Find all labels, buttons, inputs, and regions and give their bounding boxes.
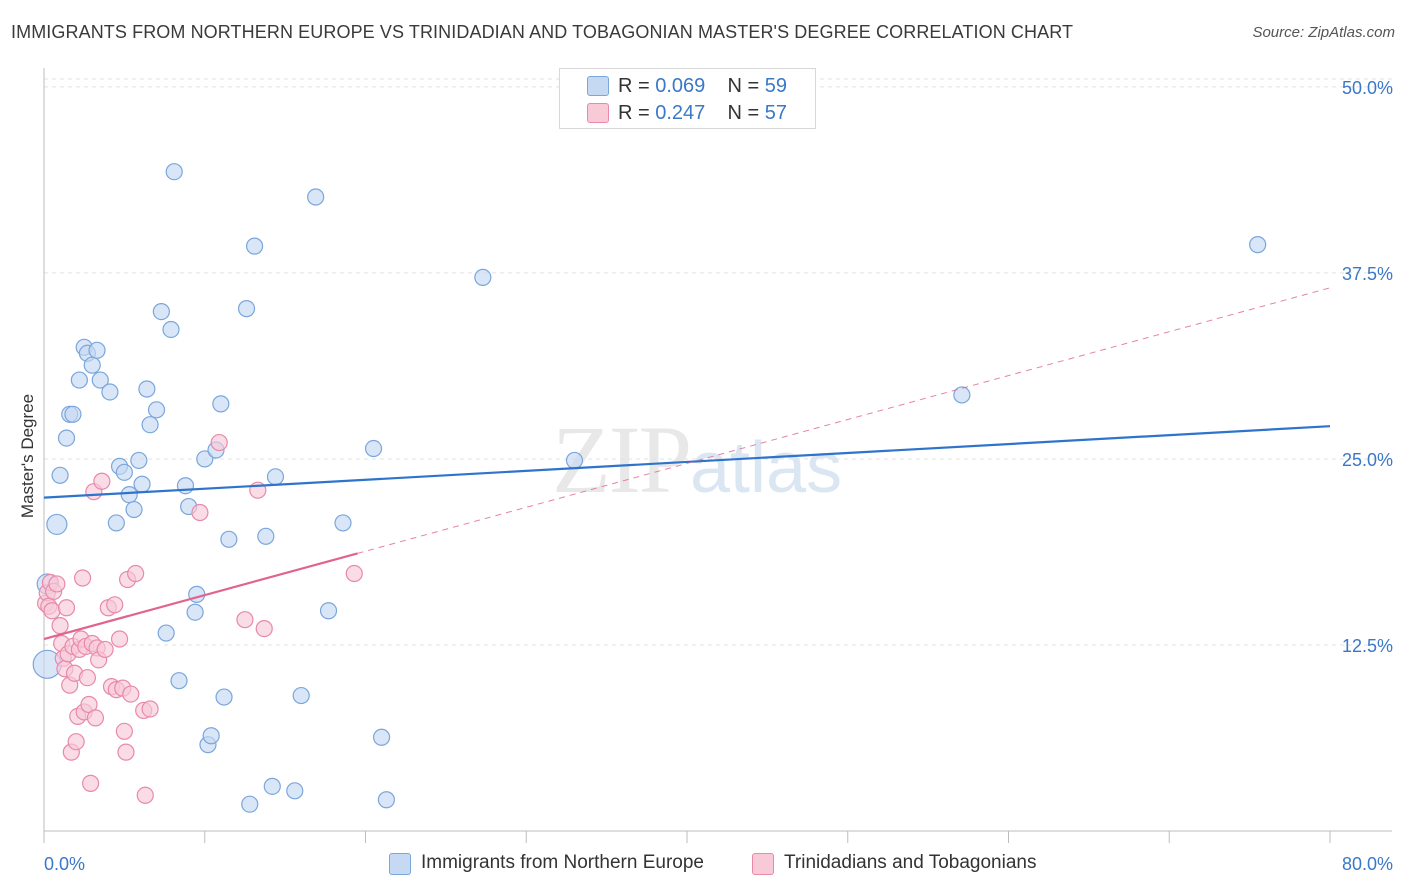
trendline-trinidad: [43, 552, 358, 641]
data-point-trinidad: [86, 709, 105, 727]
data-point-northern-europe: [212, 395, 230, 413]
data-point-northern-europe: [170, 672, 188, 690]
data-point-northern-europe: [241, 795, 259, 813]
data-point-northern-europe: [474, 268, 492, 286]
data-point-trinidad: [57, 599, 76, 617]
data-point-trinidad: [43, 602, 61, 620]
legend-stats-blue: R = 0.069 N = 59: [618, 75, 788, 97]
data-point-northern-europe: [125, 500, 143, 519]
data-point-northern-europe: [377, 791, 395, 809]
data-point-trinidad: [191, 503, 209, 522]
data-point-trinidad: [117, 743, 135, 761]
data-point-trinidad: [48, 575, 66, 593]
data-point-northern-europe: [141, 416, 159, 434]
data-point-northern-europe: [196, 450, 214, 468]
data-point-northern-europe: [237, 300, 256, 318]
legend-stats-pink: R = 0.247 N = 57: [618, 102, 788, 124]
trendline-trinidad-extension: [357, 287, 1331, 554]
data-point-northern-europe: [202, 727, 220, 745]
data-point-northern-europe: [130, 451, 148, 470]
data-point-northern-europe: [133, 475, 151, 493]
y-tick-label: 50.0%: [1342, 78, 1393, 98]
data-point-northern-europe: [57, 429, 76, 447]
data-point-trinidad: [115, 722, 133, 740]
data-point-northern-europe: [120, 486, 138, 504]
bottom-legend-swatch-pink: [752, 853, 774, 875]
data-point-northern-europe: [176, 477, 195, 495]
x-tick-label: 80.0%: [1342, 854, 1393, 874]
data-point-northern-europe: [1249, 236, 1267, 254]
data-point-trinidad: [78, 669, 97, 687]
data-point-northern-europe: [147, 401, 166, 419]
data-point-trinidad: [136, 786, 154, 804]
data-point-northern-europe: [286, 782, 304, 800]
data-point-northern-europe: [51, 466, 69, 484]
chart-title: IMMIGRANTS FROM NORTHERN EUROPE VS TRINI…: [11, 22, 1074, 42]
data-point-northern-europe: [372, 728, 391, 746]
correlation-legend: R = 0.069 N = 59 R = 0.247 N = 57: [559, 68, 816, 129]
data-point-northern-europe: [292, 686, 310, 705]
data-point-trinidad: [96, 640, 114, 659]
data-point-northern-europe: [101, 383, 119, 401]
data-point-trinidad: [106, 596, 124, 614]
data-point-northern-europe: [107, 514, 125, 532]
data-point-trinidad: [110, 630, 129, 648]
data-point-northern-europe: [138, 380, 156, 398]
data-point-trinidad: [122, 685, 140, 703]
data-point-northern-europe: [91, 371, 109, 389]
data-point-trinidad: [73, 569, 92, 587]
y-tick-label: 12.5%: [1342, 636, 1393, 656]
data-point-northern-europe: [266, 468, 285, 486]
data-point-northern-europe: [88, 341, 106, 359]
data-point-trinidad: [210, 433, 228, 452]
data-point-trinidad: [51, 617, 69, 635]
legend-n-value-pink: 57: [764, 102, 788, 124]
x-tick-label: 0.0%: [44, 854, 85, 874]
data-point-trinidad: [345, 564, 363, 583]
legend-r-value-pink: 0.247: [655, 102, 706, 124]
y-tick-label: 37.5%: [1342, 264, 1393, 284]
data-point-northern-europe: [334, 514, 352, 532]
legend-swatch-blue: [587, 76, 609, 96]
data-point-trinidad: [255, 619, 273, 638]
data-point-northern-europe: [162, 320, 180, 339]
data-point-northern-europe: [157, 624, 175, 642]
bottom-legend-label-pink: Trinidadians and Tobagonians: [784, 852, 1037, 873]
data-point-trinidad: [127, 564, 145, 583]
data-point-northern-europe: [70, 371, 88, 389]
legend-r-value-blue: 0.069: [655, 75, 706, 97]
data-point-northern-europe: [215, 688, 233, 706]
data-point-northern-europe: [245, 237, 264, 255]
y-tick-label: 25.0%: [1342, 450, 1393, 470]
data-point-trinidad: [141, 700, 159, 718]
bottom-legend-swatch-blue: [389, 853, 411, 875]
data-point-northern-europe: [364, 439, 383, 458]
legend-n-value-blue: 59: [764, 75, 788, 97]
data-point-northern-europe: [46, 513, 68, 536]
data-point-northern-europe: [186, 603, 204, 621]
data-point-trinidad: [236, 611, 254, 629]
y-axis-label: Master's Degree: [18, 393, 37, 519]
data-point-northern-europe: [152, 303, 170, 321]
data-point-northern-europe: [565, 451, 584, 470]
data-point-northern-europe: [64, 405, 82, 423]
data-point-northern-europe: [220, 530, 238, 548]
data-point-northern-europe: [165, 163, 183, 181]
data-point-northern-europe: [307, 188, 325, 206]
data-point-trinidad: [93, 472, 111, 490]
data-point-northern-europe: [115, 463, 133, 481]
trendline-northern-europe: [43, 425, 1331, 499]
data-point-northern-europe: [263, 777, 281, 795]
data-point-northern-europe: [257, 527, 275, 545]
data-point-trinidad: [82, 774, 100, 792]
bottom-legend-label-blue: Immigrants from Northern Europe: [421, 852, 704, 873]
data-point-northern-europe: [953, 386, 971, 404]
data-point-trinidad: [67, 733, 85, 751]
source-note: Source: ZipAtlas.com: [1252, 24, 1395, 41]
data-point-northern-europe: [83, 356, 101, 374]
legend-swatch-pink: [587, 103, 609, 123]
data-point-northern-europe: [319, 602, 338, 620]
